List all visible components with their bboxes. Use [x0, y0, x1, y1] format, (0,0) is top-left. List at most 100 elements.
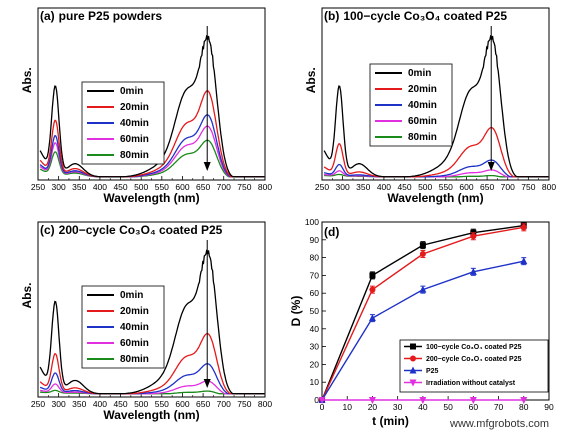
- legend-label: 0min: [120, 86, 143, 97]
- x-tick-label: 650: [196, 399, 210, 409]
- data-point: [419, 251, 426, 258]
- x-tick-label: 250: [31, 399, 45, 409]
- y-tick-label: 90: [310, 235, 320, 245]
- data-point: [368, 397, 376, 404]
- x-tick-label: 10: [342, 402, 352, 412]
- legend-label: 80min: [408, 132, 437, 143]
- series-3: [318, 257, 528, 403]
- y-axis-label: Abs.: [20, 67, 34, 93]
- legend-label: Irradiation without catalyst: [426, 380, 516, 387]
- legend-label: 40min: [120, 118, 149, 129]
- series-line-0min: [323, 35, 549, 178]
- x-tick-label: 70: [494, 402, 504, 412]
- x-tick-label: 600: [175, 399, 189, 409]
- legend-marker: [410, 355, 416, 362]
- x-tick-label: 500: [134, 182, 148, 192]
- x-tick-label: 500: [134, 399, 148, 409]
- x-tick-label: 800: [258, 182, 272, 192]
- series-line-40min: [39, 363, 265, 395]
- series-2: [319, 223, 527, 403]
- x-tick-label: 450: [113, 399, 127, 409]
- x-tick-label: 40: [418, 402, 428, 412]
- panel-a: 250 300 350 400 450 500 550 600 650 700 750 800 Wave…: [20, 7, 272, 205]
- x-tick-label: 750: [521, 182, 535, 192]
- panel-b: 250 300 350 400 450 500 550 600 650 700 750 800 Wave…: [304, 7, 556, 205]
- x-tick-label: 750: [237, 182, 251, 192]
- x-tick-label: 800: [258, 399, 272, 409]
- x-axis-label: t (min): [372, 414, 409, 428]
- arrow-head-icon: [487, 162, 495, 171]
- legend-label: 200−cycle Co₃O₄ coated P25: [426, 356, 522, 363]
- y-axis-label: D (%): [289, 296, 303, 327]
- legend-label: 60min: [120, 134, 149, 145]
- legend-label: 20min: [408, 84, 437, 95]
- x-tick-label: 750: [237, 399, 251, 409]
- data-point: [469, 267, 477, 275]
- x-tick-label: 250: [31, 182, 45, 192]
- legend: 0min 20min 40min 60min 80min: [81, 81, 165, 165]
- x-tick-label: 600: [175, 182, 189, 192]
- y-tick-label: 20: [310, 359, 320, 369]
- data-point: [469, 397, 477, 404]
- series-line-0min: [39, 35, 265, 178]
- legend: 0min 20min 40min 60min 80min: [369, 63, 453, 147]
- panel-d: 0 10 20 30 40 50 60 70 80 90 0 10 20 30 40 50 60 70 80 90 10…: [289, 217, 554, 428]
- x-tick-label: 700: [217, 182, 231, 192]
- y-tick-label: 70: [310, 270, 320, 280]
- legend-label: 80min: [120, 354, 149, 365]
- x-tick-label: 30: [393, 402, 403, 412]
- data-point: [369, 272, 376, 279]
- data-point: [419, 242, 426, 249]
- legend-label: 100−cycle Co₃O₄ coated P25: [426, 344, 522, 351]
- data-point: [419, 397, 427, 404]
- y-tick-label: 40: [310, 324, 320, 334]
- data-point: [470, 233, 477, 240]
- x-tick-label: 300: [52, 399, 66, 409]
- watermark: www.mfgrobots.com: [450, 418, 550, 430]
- x-tick-label: 60: [469, 402, 479, 412]
- series-line-20min: [39, 90, 265, 178]
- series-line-80min: [39, 139, 265, 178]
- legend-label: 0min: [120, 290, 143, 301]
- legend-marker: [410, 343, 416, 350]
- panel-c: 250 300 350 400 450 500 550 600 650 700 750 800 Wave…: [20, 221, 272, 422]
- data-point: [318, 397, 326, 404]
- arrow-head-icon: [203, 379, 211, 388]
- y-tick-label: 80: [310, 253, 320, 263]
- x-tick-label: 450: [113, 182, 127, 192]
- legend-label: 40min: [120, 322, 149, 333]
- y-axis-label: Abs.: [20, 282, 34, 308]
- legend-label: 40min: [408, 100, 437, 111]
- x-tick-label: 500: [418, 182, 432, 192]
- series-4: [318, 397, 528, 404]
- panel-title: (b) 100−cycle Co₃O₄ coated P25: [324, 9, 507, 23]
- panel-letter: (d): [324, 225, 339, 239]
- data-point: [520, 397, 528, 404]
- x-tick-label: 300: [52, 182, 66, 192]
- legend-label: 0min: [408, 68, 431, 79]
- y-tick-label: 100: [305, 217, 319, 227]
- y-axis-label: Abs.: [304, 67, 318, 93]
- series-line-20min: [323, 126, 549, 178]
- x-tick-label: 300: [336, 182, 350, 192]
- x-tick-label: 350: [356, 182, 370, 192]
- x-tick-label: 650: [196, 182, 210, 192]
- arrow-head-icon: [203, 162, 211, 171]
- legend: 0min 20min 40min 60min 80min: [81, 285, 165, 369]
- data-point: [369, 286, 376, 293]
- legend-label: P25: [426, 368, 439, 375]
- x-tick-label: 400: [93, 399, 107, 409]
- x-tick-label: 700: [501, 182, 515, 192]
- series-line-0min: [39, 249, 265, 395]
- legend-label: 60min: [408, 116, 437, 127]
- x-tick-label: 90: [544, 402, 554, 412]
- data-point: [520, 224, 527, 231]
- series-line-40min: [323, 159, 549, 178]
- x-tick-label: 650: [480, 182, 494, 192]
- legend-marker: [409, 366, 417, 374]
- data-point: [368, 314, 376, 322]
- legend-marker: [409, 379, 417, 387]
- x-tick-label: 400: [377, 182, 391, 192]
- legend-label: 60min: [120, 338, 149, 349]
